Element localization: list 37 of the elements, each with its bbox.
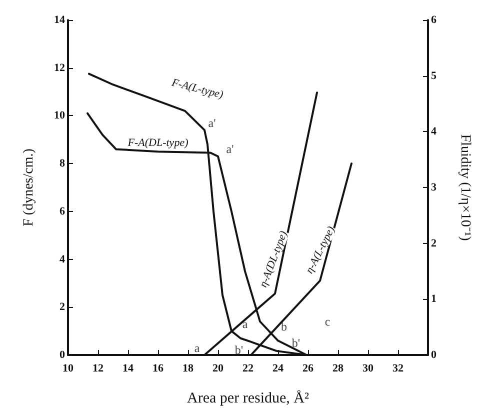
y-tick-label: 2 bbox=[60, 301, 66, 314]
y2-tick-label: 2 bbox=[431, 237, 437, 250]
annotation: a bbox=[242, 316, 248, 331]
x-tick-label: 14 bbox=[122, 362, 134, 374]
y-tick-label: 4 bbox=[60, 253, 66, 266]
x-tick-label: 32 bbox=[392, 362, 404, 374]
y-tick-label: 12 bbox=[54, 62, 66, 74]
annotation: b' bbox=[234, 343, 244, 358]
x-tick-label: 18 bbox=[182, 362, 194, 374]
annotation: b' bbox=[292, 336, 300, 350]
y-tick-label: 14 bbox=[54, 14, 66, 26]
y-tick-label: 10 bbox=[54, 110, 66, 122]
y2-axis-title: Fluidity (1/η×10⁻¹) bbox=[458, 134, 472, 242]
annotation: a' bbox=[226, 142, 234, 156]
x-axis-title: Area per residue, Å² bbox=[187, 390, 310, 406]
annotation: c bbox=[324, 314, 330, 328]
y-axis-title: F (dynes/cm.) bbox=[22, 148, 36, 226]
y2-tick-label: 1 bbox=[431, 293, 436, 306]
y2-tick-label: 5 bbox=[431, 70, 437, 82]
x-tick-label: 30 bbox=[362, 362, 374, 374]
x-tick-label: 26 bbox=[302, 362, 314, 374]
x-tick-label: 24 bbox=[272, 362, 284, 374]
x-tick-label: 20 bbox=[212, 362, 224, 374]
y2-tick-label: 3 bbox=[431, 182, 437, 194]
y2-tick-label: 6 bbox=[431, 14, 437, 26]
y-tick-label: 8 bbox=[60, 158, 66, 170]
x-tick-label: 16 bbox=[152, 362, 164, 374]
y-tick-label: 0 bbox=[60, 349, 66, 361]
x-tick-label: 22 bbox=[242, 362, 254, 374]
annotation: a bbox=[194, 340, 200, 355]
annotation: a' bbox=[208, 116, 216, 130]
y2-tick-label: 0 bbox=[431, 349, 437, 361]
x-tick-label: 28 bbox=[332, 362, 344, 374]
y-tick-label: 6 bbox=[60, 205, 66, 218]
series-label: F-A(DL-type) bbox=[126, 137, 189, 150]
y2-tick-label: 4 bbox=[431, 126, 437, 138]
x-tick-label: 12 bbox=[92, 362, 104, 374]
